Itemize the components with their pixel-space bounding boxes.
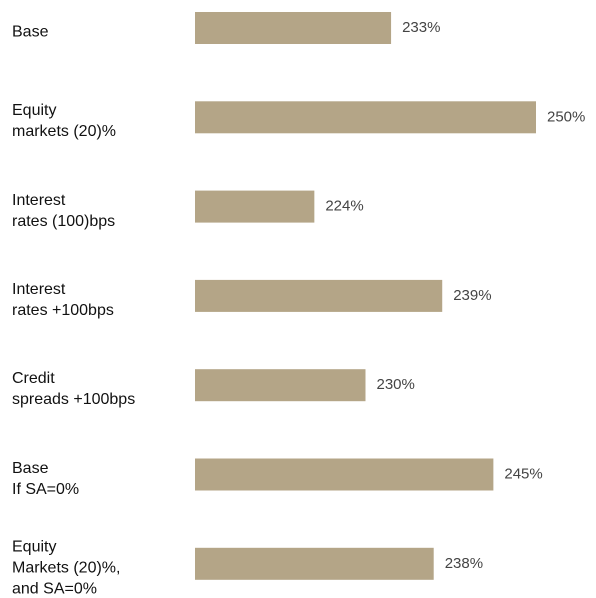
- bar: [195, 101, 536, 134]
- category-label: Base: [12, 23, 49, 41]
- bar: [195, 547, 434, 580]
- bar: [195, 190, 315, 223]
- value-label: 224%: [325, 198, 363, 215]
- category-label: Base If SA=0%: [12, 459, 80, 498]
- value-label: 245%: [504, 465, 542, 482]
- value-label: 238%: [445, 555, 483, 572]
- category-label: Equity Markets (20)%, and SA=0%: [12, 538, 121, 598]
- category-label: Interest rates (100)bps: [12, 191, 116, 230]
- value-label: 239%: [453, 287, 491, 304]
- bar: [195, 12, 392, 44]
- value-label: 230%: [377, 376, 415, 393]
- category-label: Interest rates +100bps: [12, 280, 114, 319]
- bar: [195, 458, 494, 491]
- bar: [195, 369, 366, 402]
- category-label: Equity markets (20)%: [12, 102, 117, 141]
- value-label: 233%: [402, 19, 440, 36]
- bar: [195, 279, 443, 312]
- category-label: Credit spreads +100bps: [12, 370, 136, 409]
- value-label: 250%: [547, 108, 585, 125]
